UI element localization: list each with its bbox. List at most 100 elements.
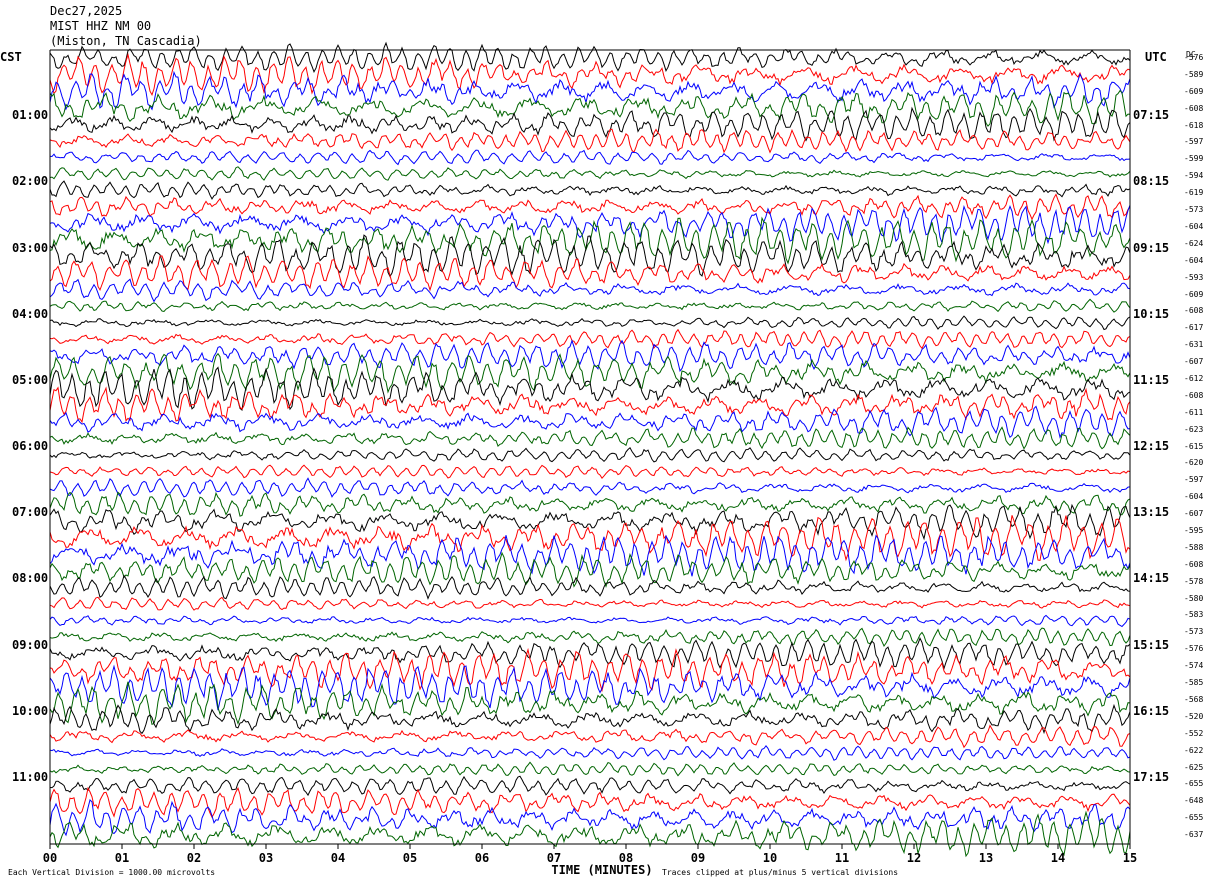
station-label: MIST HHZ NM 00 xyxy=(50,19,152,33)
seismic-trace-23 xyxy=(49,405,1131,439)
left-time-label: 05:00 xyxy=(12,372,49,387)
x-tick-label-11: 11 xyxy=(835,851,849,865)
x-tick-label-06: 06 xyxy=(475,851,489,865)
seismic-trace-33 xyxy=(49,574,1131,600)
dc-offset-label: -568 xyxy=(1184,694,1204,704)
seismic-trace-38 xyxy=(49,647,1131,693)
x-tick-label-01: 01 xyxy=(115,851,129,865)
seismic-trace-43 xyxy=(49,744,1131,761)
x-tick-label-15: 15 xyxy=(1123,851,1137,865)
seismic-trace-27 xyxy=(49,477,1131,498)
dc-offset-label: -655 xyxy=(1184,779,1204,789)
seismic-trace-19 xyxy=(49,339,1131,372)
seismic-trace-11 xyxy=(49,204,1131,245)
seismic-trace-5 xyxy=(49,106,1131,142)
dc-offset-label: -604 xyxy=(1184,492,1204,502)
date-label: Dec27,2025 xyxy=(50,4,123,18)
left-time-label: 02:00 xyxy=(12,174,49,189)
x-tick-label-02: 02 xyxy=(187,851,201,865)
left-time-label: 11:00 xyxy=(12,769,49,784)
seismic-trace-25 xyxy=(49,447,1131,463)
seismic-trace-14 xyxy=(49,255,1131,292)
dc-offset-label: -573 xyxy=(1184,205,1204,215)
dc-offset-label: -617 xyxy=(1184,323,1204,333)
seismic-trace-29 xyxy=(49,503,1131,541)
seismic-trace-9 xyxy=(49,180,1131,200)
x-tick-label-08: 08 xyxy=(619,851,633,865)
dc-header-label: DC xyxy=(1186,50,1196,59)
dc-offset-label: -608 xyxy=(1184,103,1204,113)
dc-offset-label: -578 xyxy=(1184,576,1204,586)
right-time-label: 16:15 xyxy=(1133,703,1170,718)
seismic-trace-3 xyxy=(49,70,1131,111)
seismic-trace-15 xyxy=(49,278,1131,303)
x-tick-label-14: 14 xyxy=(1051,851,1065,865)
location-label: (Miston, TN Cascadia) xyxy=(50,34,202,48)
dc-offset-label: -599 xyxy=(1184,154,1204,164)
seismic-trace-8 xyxy=(49,166,1131,181)
seismic-trace-40 xyxy=(49,681,1131,726)
dc-offset-label: -594 xyxy=(1184,171,1204,181)
dc-offset-label: -609 xyxy=(1184,289,1204,299)
dc-offset-label: -597 xyxy=(1184,475,1204,485)
dc-offset-label: -631 xyxy=(1184,340,1204,350)
right-time-label: 10:15 xyxy=(1133,306,1170,321)
seismic-trace-32 xyxy=(49,551,1131,588)
dc-offset-label: -589 xyxy=(1184,69,1204,79)
scale-note: Each Vertical Division = 1000.00 microvo… xyxy=(8,868,216,877)
dc-offset-label: -580 xyxy=(1184,593,1204,603)
dc-offset-label: -588 xyxy=(1184,542,1204,552)
seismic-trace-35 xyxy=(49,614,1131,628)
left-time-label: 07:00 xyxy=(12,505,49,520)
seismic-trace-47 xyxy=(49,799,1131,837)
dc-offset-label: -583 xyxy=(1184,610,1204,620)
dc-offset-label: -576 xyxy=(1184,53,1204,62)
seismic-trace-36 xyxy=(49,627,1131,648)
dc-offset-label: -608 xyxy=(1184,559,1204,569)
right-time-label: 17:15 xyxy=(1133,769,1170,784)
dc-offset-label: -573 xyxy=(1184,627,1204,637)
dc-offset-label: -585 xyxy=(1184,678,1204,688)
x-tick-label-05: 05 xyxy=(403,851,417,865)
plot-axes: 00 01 02 03 04 05 06 07 08 09 10 11 12 13 14 15 TIME (MI… xyxy=(43,49,1137,877)
seismic-trace-1 xyxy=(49,41,1131,74)
right-timezone-label: UTC xyxy=(1145,50,1167,64)
dc-offset-label: -595 xyxy=(1184,526,1204,536)
left-time-label: 10:00 xyxy=(12,703,49,718)
seismic-trace-24 xyxy=(49,426,1131,450)
x-tick-label-00: 00 xyxy=(43,851,57,865)
seismic-trace-41 xyxy=(49,703,1131,735)
seismic-trace-18 xyxy=(49,328,1131,350)
dc-offset-label: -615 xyxy=(1184,441,1204,451)
dc-offset-label: -607 xyxy=(1184,509,1204,519)
right-time-label: 09:15 xyxy=(1133,240,1170,255)
dc-offset-label: -612 xyxy=(1184,373,1204,383)
dc-offset-label: -608 xyxy=(1184,306,1204,316)
dc-offset-label: -618 xyxy=(1184,120,1204,130)
seismic-trace-46 xyxy=(49,786,1131,819)
dc-offset-label: -619 xyxy=(1184,188,1204,198)
clip-note: Traces clipped at plus/minus 5 vertical … xyxy=(662,868,899,877)
seismic-trace-42 xyxy=(49,724,1131,749)
dc-offset-label: -576 xyxy=(1184,644,1204,654)
seismic-trace-30 xyxy=(49,515,1131,562)
dc-offset-label: -552 xyxy=(1184,728,1204,738)
dc-offset-label: -604 xyxy=(1184,221,1204,231)
seismic-trace-37 xyxy=(49,637,1131,671)
dc-offset-label: -623 xyxy=(1184,424,1204,434)
seismic-trace-12 xyxy=(49,216,1131,265)
seismic-trace-31 xyxy=(49,534,1131,577)
dc-offset-label: -624 xyxy=(1184,238,1204,248)
dc-offset-label: -611 xyxy=(1184,407,1204,417)
x-tick-label-03: 03 xyxy=(259,851,273,865)
x-tick-label-12: 12 xyxy=(907,851,921,865)
dc-offset-label: -609 xyxy=(1184,86,1204,96)
dc-offset-label: -620 xyxy=(1184,458,1204,468)
dc-offset-label: -625 xyxy=(1184,762,1204,772)
right-time-label: 15:15 xyxy=(1133,637,1170,652)
seismic-trace-44 xyxy=(49,761,1131,777)
left-time-label: 04:00 xyxy=(12,306,49,321)
right-time-label: 08:15 xyxy=(1133,174,1170,189)
left-time-label: 03:00 xyxy=(12,240,49,255)
